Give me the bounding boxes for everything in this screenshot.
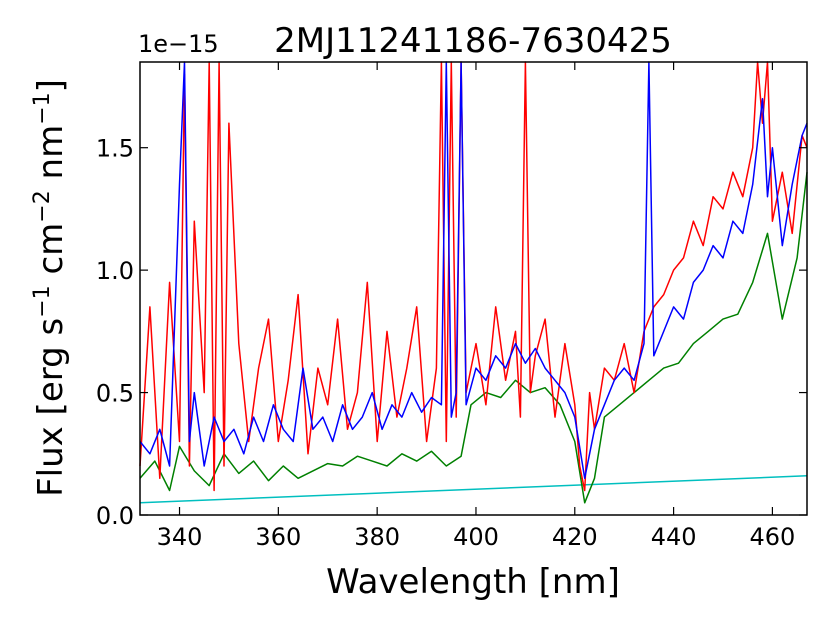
y-axis-label-sup2: −2 [30,190,55,222]
series-line-blue [139,61,808,480]
x-tick-label: 460 [750,523,796,551]
y-axis-label-tail: nm [31,125,71,190]
y-tick-label: 1.5 [96,135,134,163]
y-axis-label-mid: cm [31,223,71,286]
series-line-cyan [139,475,808,504]
y-axis-label-text: Flux [erg s [31,318,71,497]
x-axis-label: Wavelength [nm] [326,562,620,602]
y-axis-label-end: ] [31,79,71,92]
y-axis-label-sup1: −1 [30,285,55,317]
chart-title: 2MJ11241186-7630425 [274,21,672,61]
series-layer [139,61,808,504]
y-tick-label: 0.0 [96,502,134,530]
y-axis-label: Flux [erg s−1 cm−2 nm−1] [30,79,71,497]
x-tick-label: 420 [552,523,598,551]
x-tick-label: 380 [354,523,400,551]
x-tick-label: 440 [651,523,697,551]
y-axis-label-sup3: −1 [30,92,55,124]
series-line-green [139,172,808,504]
y-offset-label: 1e−15 [138,30,219,58]
plot-frame [139,61,808,516]
series-line-red [139,61,808,492]
y-tick-label: 1.0 [96,257,134,285]
x-tick-label: 340 [157,523,203,551]
x-tick-label: 400 [453,523,499,551]
ticks-layer: 340 360 380 400 420 440 460 0.0 0.5 1.0 1.5 [96,62,807,551]
y-tick-label: 0.5 [96,380,134,408]
x-tick-label: 360 [255,523,301,551]
